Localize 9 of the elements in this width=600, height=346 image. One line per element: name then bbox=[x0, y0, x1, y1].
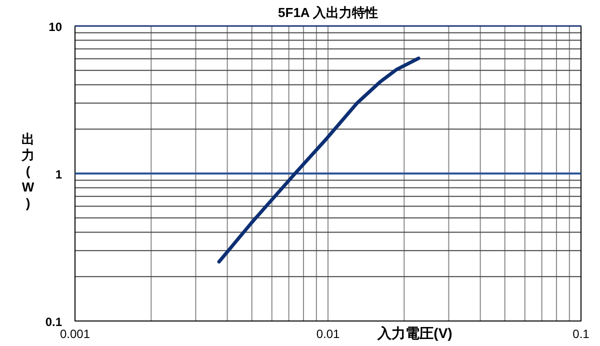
x-tick-label: 0.1 bbox=[572, 327, 590, 341]
x-axis-title: 入力電圧(V) bbox=[376, 325, 452, 341]
y-axis-title: 出力(W) bbox=[20, 132, 35, 210]
y-tick-label: 10 bbox=[48, 20, 62, 34]
x-tick-label: 0.001 bbox=[60, 327, 90, 341]
y-tick-label: 0.1 bbox=[45, 315, 62, 329]
y-tick-label: 1 bbox=[55, 168, 62, 182]
chart-title: 5F1A 入出力特性 bbox=[278, 5, 378, 20]
x-tick-label: 0.01 bbox=[316, 327, 340, 341]
